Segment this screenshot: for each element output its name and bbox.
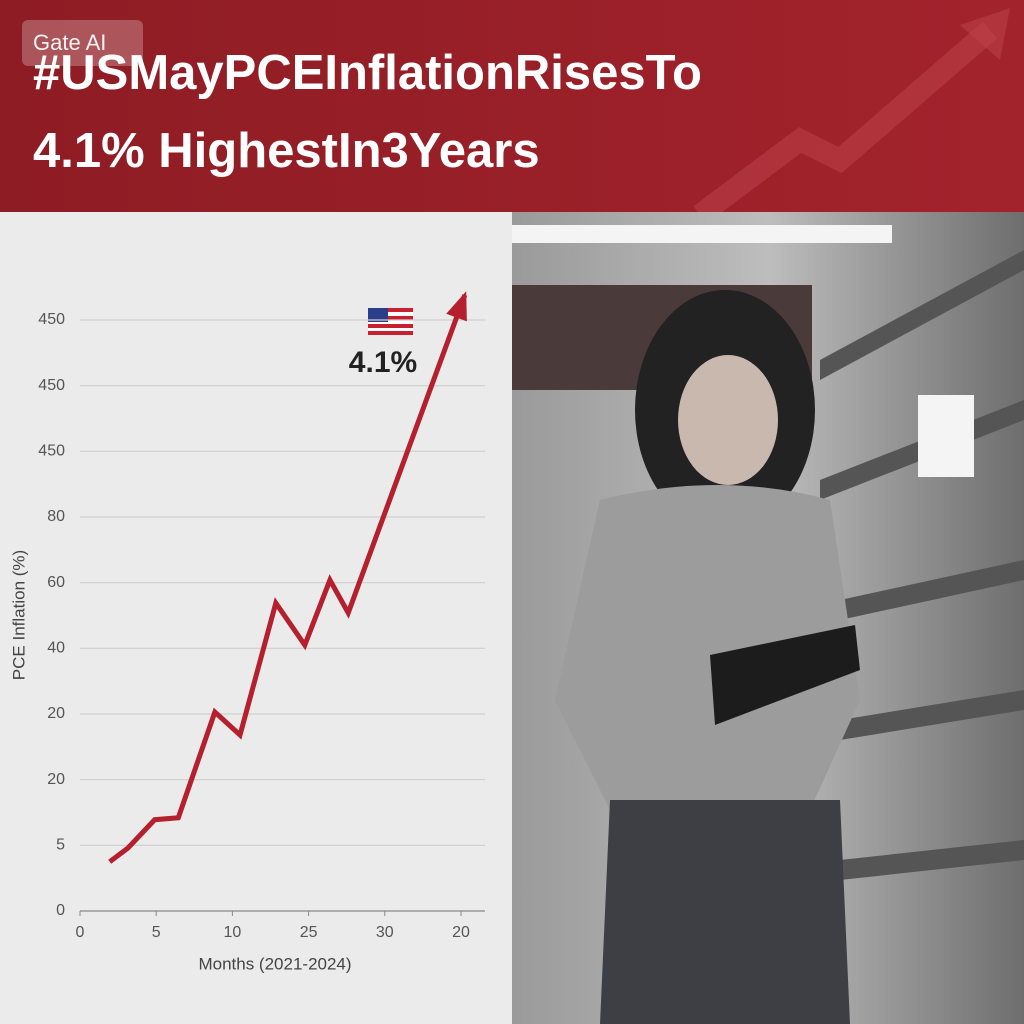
- face: [678, 355, 778, 485]
- y-tick-label: 5: [56, 837, 65, 854]
- price-tag: [918, 395, 974, 477]
- y-tick-label: 40: [47, 640, 65, 657]
- y-tick-label: 80: [47, 508, 65, 525]
- title-line: 4.1% HighestIn3Years: [33, 124, 540, 178]
- y-tick-label: 450: [38, 311, 65, 328]
- banner: [0, 0, 1024, 212]
- x-tick-label: 10: [224, 924, 242, 941]
- chart-panel: [0, 212, 512, 1024]
- flag: [368, 308, 413, 335]
- sweater: [555, 485, 860, 810]
- banner-arrow: [693, 21, 998, 224]
- watermark-box: [22, 20, 143, 66]
- x-tick-label: 30: [376, 924, 394, 941]
- y-tick-label: 60: [47, 574, 65, 591]
- x-tick-label: 5: [152, 924, 161, 941]
- x-tick-label: 20: [452, 924, 470, 941]
- annotation: 4.1%: [349, 346, 417, 379]
- watermark: Gate AI: [33, 30, 106, 55]
- photo: [512, 212, 1024, 1024]
- y-axis-title: PCE Inflation (%): [9, 550, 28, 680]
- banner-arrow-head: [960, 8, 1010, 60]
- y-tick-label: 450: [38, 443, 65, 460]
- wallet: [710, 625, 860, 725]
- jeans: [600, 800, 850, 1024]
- x-tick-label: 0: [76, 924, 85, 941]
- x-axis-title: Months (2021-2024): [198, 954, 351, 973]
- ceiling-light: [512, 225, 892, 243]
- y-tick-label: 20: [47, 705, 65, 722]
- y-tick-label: 20: [47, 771, 65, 788]
- y-tick-label: 450: [38, 377, 65, 394]
- title-line: #USMayPCEInflationRisesTo: [33, 46, 702, 100]
- x-tick-label: 25: [300, 924, 318, 941]
- arrow-head: [446, 291, 467, 322]
- data-line: [108, 294, 468, 864]
- y-tick-label: 0: [56, 902, 65, 919]
